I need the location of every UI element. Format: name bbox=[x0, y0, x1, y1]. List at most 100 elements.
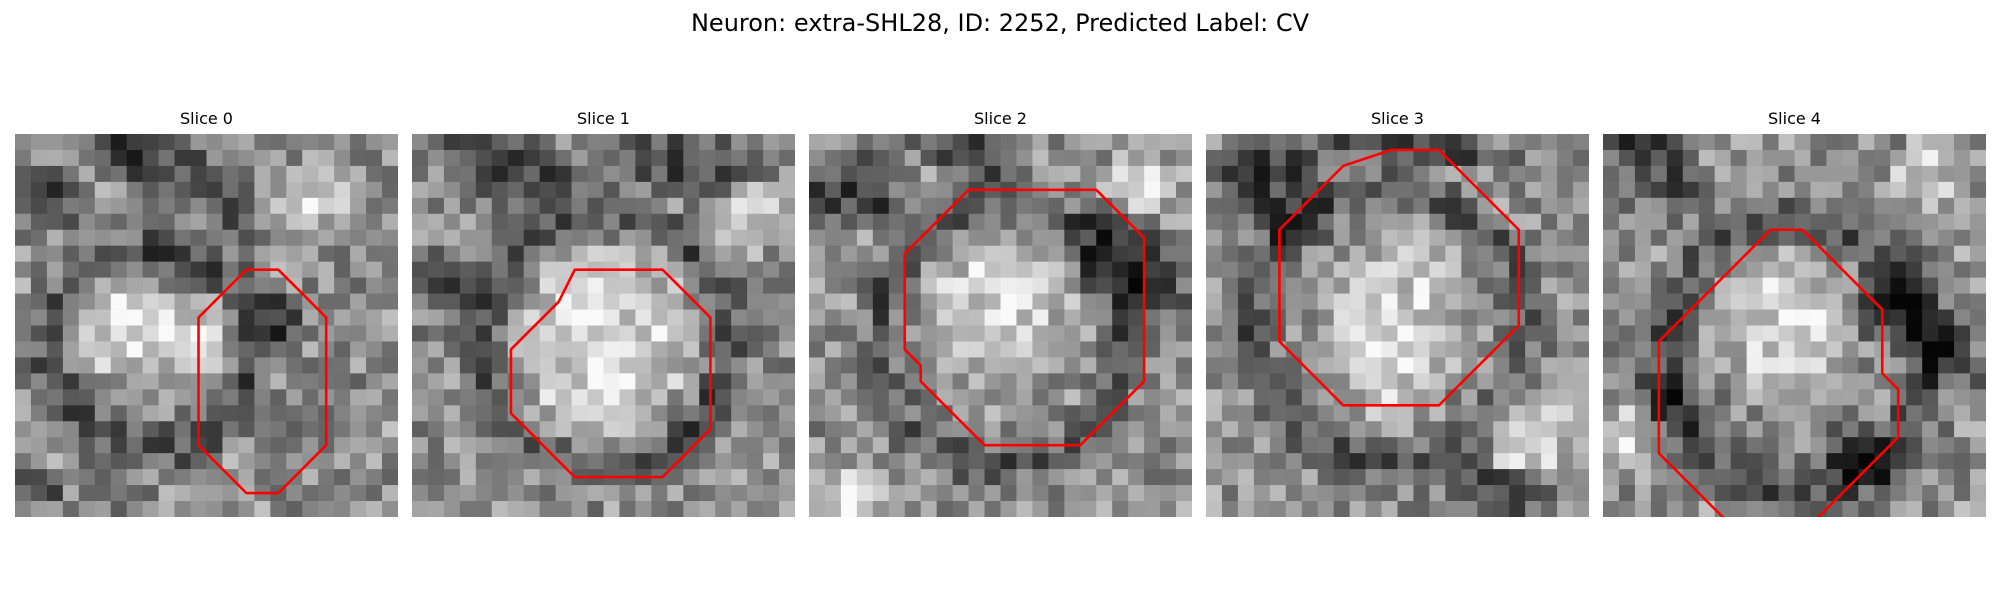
slice-1-pixel bbox=[491, 293, 508, 310]
slice-3-pixel bbox=[1525, 134, 1542, 151]
slice-0-pixel bbox=[302, 197, 319, 215]
slice-1-pixel bbox=[619, 277, 636, 294]
slice-3-pixel bbox=[1285, 405, 1302, 422]
slice-3-pixel bbox=[1445, 134, 1462, 151]
slice-0-pixel bbox=[270, 405, 287, 422]
slice-0-pixel bbox=[302, 325, 319, 342]
slice-0-pixel bbox=[254, 357, 271, 374]
slice-4-pixel bbox=[1826, 165, 1843, 183]
slice-0-pixel bbox=[382, 373, 398, 390]
slice-2-pixel bbox=[1112, 357, 1129, 374]
slice-4-pixel bbox=[1778, 405, 1795, 422]
slice-1-pixel bbox=[635, 421, 652, 438]
slice-3-pixel bbox=[1461, 357, 1478, 374]
slice-0-pixel bbox=[158, 325, 175, 342]
slice-4-pixel bbox=[1874, 469, 1891, 486]
slice-1-pixel bbox=[667, 501, 684, 517]
slice-0-pixel bbox=[30, 134, 48, 151]
slice-4-pixel bbox=[1682, 149, 1699, 167]
slice-3-pixel bbox=[1381, 181, 1398, 199]
slice-2-pixel bbox=[1048, 421, 1065, 438]
slice-4-pixel bbox=[1842, 405, 1859, 422]
slice-0-pixel bbox=[62, 134, 80, 151]
slice-4-pixel bbox=[1682, 453, 1699, 470]
slice-4-pixel bbox=[1810, 437, 1827, 454]
slice-4-pixel bbox=[1970, 261, 1986, 278]
slice-4-pixel bbox=[1666, 213, 1684, 230]
slice-4-pixel bbox=[1682, 357, 1699, 374]
slice-4-pixel bbox=[1938, 469, 1955, 486]
slice-1-pixel bbox=[779, 197, 795, 215]
slice-3-pixel bbox=[1541, 229, 1558, 246]
slice-0-pixel bbox=[94, 373, 111, 390]
slice-3-pixel bbox=[1206, 149, 1223, 167]
slice-3-pixel bbox=[1301, 405, 1318, 422]
slice-0-pixel bbox=[94, 309, 111, 326]
slice-4-pixel bbox=[1874, 501, 1891, 517]
slice-3-pixel bbox=[1445, 485, 1462, 502]
slice-4-pixel bbox=[1778, 357, 1795, 374]
slice-3-pixel bbox=[1317, 325, 1334, 342]
slice-1-pixel bbox=[427, 405, 445, 422]
slice-0-pixel bbox=[190, 245, 207, 262]
slice-1-pixel bbox=[603, 293, 620, 310]
slice-3-pixel bbox=[1493, 181, 1510, 199]
slice-1-pixel bbox=[459, 373, 477, 390]
slice-0-pixel bbox=[78, 134, 96, 151]
slice-0-pixel bbox=[206, 229, 223, 246]
slice-1-pixel bbox=[427, 134, 445, 151]
slice-0-pixel bbox=[238, 165, 255, 183]
slice-1-pixel bbox=[619, 181, 636, 199]
slice-1-pixel bbox=[507, 229, 524, 246]
slice-1-pixel bbox=[667, 293, 684, 310]
slice-2-pixel bbox=[1096, 453, 1113, 470]
slice-3-pixel bbox=[1221, 229, 1239, 246]
slice-1-pixel bbox=[443, 229, 461, 246]
slice-4-pixel bbox=[1778, 197, 1795, 215]
slice-4-pixel bbox=[1603, 181, 1620, 199]
slice-0-pixel bbox=[15, 437, 32, 454]
slice-0-pixel bbox=[206, 405, 223, 422]
slice-1-pixel bbox=[667, 165, 684, 183]
slice-2-pixel bbox=[952, 245, 969, 262]
slice-2-pixel bbox=[1144, 389, 1161, 406]
slice-2-pixel bbox=[1128, 405, 1145, 422]
slice-4-pixel bbox=[1938, 373, 1955, 390]
slice-0-pixel bbox=[238, 421, 255, 438]
slice-2-pixel bbox=[1144, 229, 1161, 246]
slice-1-pixel bbox=[715, 261, 732, 278]
slice-1-pixel bbox=[603, 501, 620, 517]
slice-4-pixel bbox=[1618, 437, 1636, 454]
slice-0-pixel bbox=[46, 357, 64, 374]
slice-2-pixel bbox=[1176, 357, 1192, 374]
slice-0-pixel bbox=[382, 181, 398, 199]
slice-3-pixel bbox=[1221, 469, 1239, 486]
slice-0-pixel bbox=[142, 469, 159, 486]
slice-3-pixel bbox=[1509, 341, 1526, 358]
slice-0-pixel bbox=[366, 229, 383, 246]
slice-2-pixel bbox=[984, 165, 1001, 183]
slice-3-pixel bbox=[1381, 469, 1398, 486]
slice-3-pixel bbox=[1573, 357, 1589, 374]
slice-4-pixel bbox=[1714, 181, 1731, 199]
slice-3-pixel bbox=[1429, 261, 1446, 278]
slice-1-pixel bbox=[747, 421, 764, 438]
slice-3-pixel bbox=[1509, 181, 1526, 199]
slice-0-pixel bbox=[238, 357, 255, 374]
slice-3-pixel bbox=[1509, 437, 1526, 454]
slice-1-pixel bbox=[779, 453, 795, 470]
slice-2-pixel bbox=[1144, 213, 1161, 230]
slice-1-pixel bbox=[619, 405, 636, 422]
slice-0-pixel bbox=[15, 389, 32, 406]
slice-4-pixel bbox=[1714, 405, 1731, 422]
slice-1-pixel bbox=[779, 341, 795, 358]
slice-3-pixel bbox=[1493, 165, 1510, 183]
slice-0-pixel bbox=[334, 405, 351, 422]
slice-1-pixel bbox=[587, 197, 604, 215]
slice-4-pixel bbox=[1826, 261, 1843, 278]
slice-4-pixel bbox=[1826, 213, 1843, 230]
slice-0-pixel bbox=[78, 453, 96, 470]
slice-3-pixel bbox=[1381, 149, 1398, 167]
slice-1-pixel bbox=[715, 453, 732, 470]
slice-3-pixel bbox=[1221, 181, 1239, 199]
